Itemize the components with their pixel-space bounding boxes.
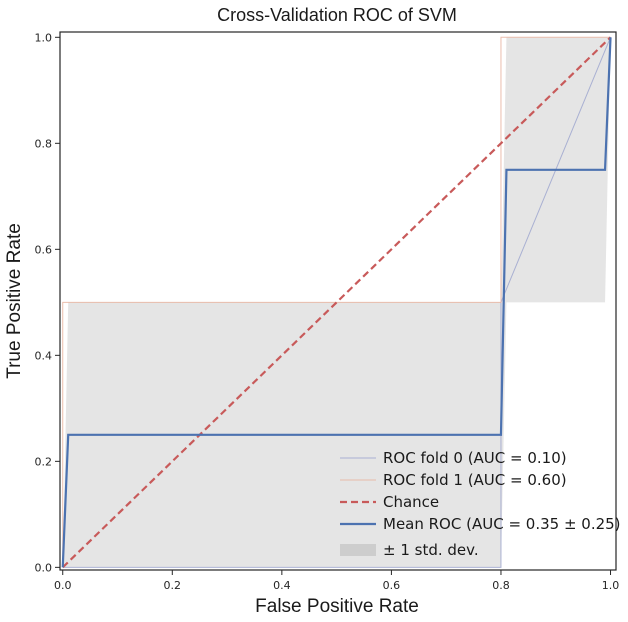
y-tick-label: 1.0 [35, 31, 53, 44]
x-axis-ticks: 0.0 0.2 0.4 0.6 0.8 1.0 [54, 570, 619, 592]
x-axis-title: False Positive Rate [255, 596, 419, 617]
x-tick-label: 0.8 [492, 579, 510, 592]
x-tick-label: 0.4 [273, 579, 291, 592]
y-axis-title: True Positive Rate [4, 223, 25, 379]
legend-label-std-band: ± 1 std. dev. [383, 541, 479, 559]
y-tick-label: 0.6 [35, 243, 53, 256]
chance-line [61, 36, 612, 569]
legend-label-roc-fold-0-line: ROC fold 0 (AUC = 0.10) [383, 449, 567, 467]
x-tick-label: 0.0 [54, 579, 72, 592]
y-axis-ticks: 0.0 0.2 0.4 0.6 0.8 1.0 [35, 31, 60, 574]
roc-fold-1-line [62, 36, 611, 568]
y-tick-label: 0.4 [35, 349, 53, 362]
legend: ROC fold 0 (AUC = 0.10) ROC fold 1 (AUC =… [340, 449, 621, 559]
plot-area [61, 36, 612, 569]
legend-label-mean-roc-line: Mean ROC (AUC = 0.35 ± 0.25) [383, 515, 621, 533]
plot-frame [59, 31, 617, 571]
x-tick-label: 0.6 [383, 579, 401, 592]
legend-label-roc-fold-1-line: ROC fold 1 (AUC = 0.60) [383, 471, 567, 489]
chart-title: Cross-Validation ROC of SVM [217, 5, 457, 25]
legend-swatch-std-band [340, 544, 376, 556]
y-tick-label: 0.0 [35, 561, 53, 574]
y-tick-label: 0.2 [35, 455, 53, 468]
y-tick-label: 0.8 [35, 137, 53, 150]
mean-roc-line [61, 37, 612, 568]
x-tick-label: 0.2 [164, 579, 182, 592]
legend-label-chance-line: Chance [383, 493, 439, 511]
series-layer [61, 36, 612, 569]
x-tick-label: 1.0 [602, 579, 620, 592]
